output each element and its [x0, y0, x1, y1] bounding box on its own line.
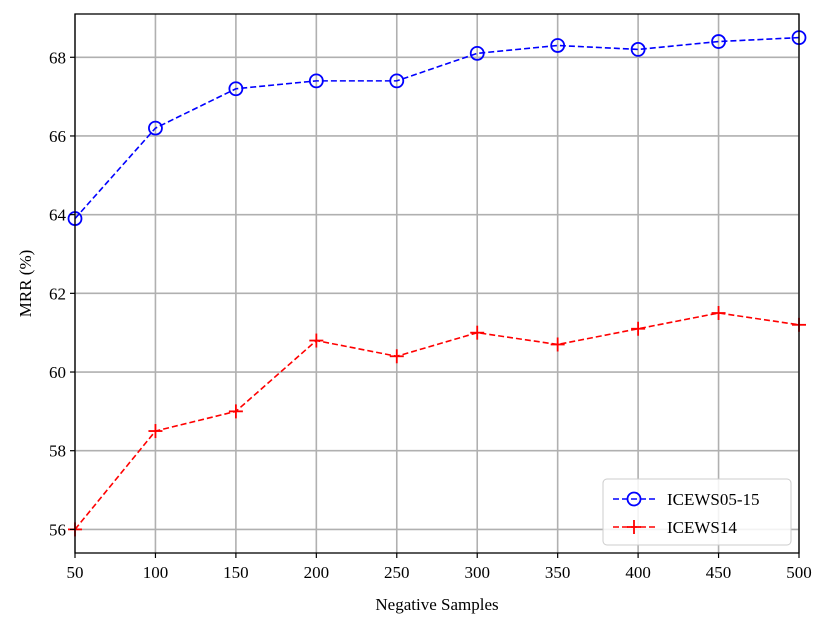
data-point — [631, 321, 646, 336]
data-point — [389, 349, 404, 364]
y-tick-label: 64 — [49, 206, 67, 225]
data-point — [550, 38, 566, 53]
legend-label: ICEWS05-15 — [667, 490, 760, 509]
data-point — [228, 81, 244, 97]
y-tick-label: 58 — [49, 442, 66, 461]
data-point — [711, 34, 726, 49]
legend: ICEWS05-15 ICEWS14 — [602, 478, 792, 546]
legend-swatch-marker — [626, 491, 642, 507]
data-point — [711, 306, 726, 321]
legend-box — [602, 478, 792, 546]
data-point — [630, 42, 646, 57]
y-tick-label: 62 — [49, 284, 66, 303]
data-point — [309, 333, 324, 348]
grid-lines — [74, 14, 800, 553]
legend-entry: ICEWS05-15 — [613, 490, 760, 509]
data-point — [148, 424, 163, 439]
y-tick-label: 66 — [49, 127, 66, 146]
series-line — [74, 312, 800, 530]
legend-swatch-marker — [627, 520, 641, 534]
plot-frame — [74, 13, 800, 554]
legend-entry: ICEWS14 — [613, 518, 737, 537]
data-point — [148, 120, 163, 136]
x-tick-label: 200 — [304, 563, 330, 582]
x-tick-label: 150 — [223, 563, 249, 582]
axis-ticks: 50 100 150 200 250 300 350 400 450 500 56 58 60 62 64 6… — [49, 48, 812, 582]
y-axis-title: MRR (%) — [16, 250, 35, 318]
series-layer — [67, 30, 807, 537]
series-line — [74, 36, 800, 220]
x-tick-label: 350 — [545, 563, 571, 582]
data-point — [389, 73, 405, 89]
legend-label: ICEWS14 — [667, 518, 737, 537]
x-tick-label: 500 — [786, 563, 812, 582]
series-0 — [67, 30, 807, 226]
x-tick-label: 100 — [143, 563, 169, 582]
x-tick-label: 400 — [625, 563, 651, 582]
data-point — [308, 73, 324, 89]
data-point — [550, 337, 565, 352]
x-tick-label: 50 — [67, 563, 84, 582]
data-point — [470, 325, 485, 340]
data-point — [469, 45, 485, 61]
y-tick-label: 60 — [49, 363, 66, 382]
x-tick-label: 300 — [464, 563, 490, 582]
data-point — [228, 404, 243, 419]
x-tick-label: 450 — [706, 563, 732, 582]
x-axis-title: Negative Samples — [375, 595, 498, 614]
y-tick-label: 56 — [49, 520, 66, 539]
y-tick-label: 68 — [49, 48, 66, 67]
x-tick-label: 250 — [384, 563, 410, 582]
